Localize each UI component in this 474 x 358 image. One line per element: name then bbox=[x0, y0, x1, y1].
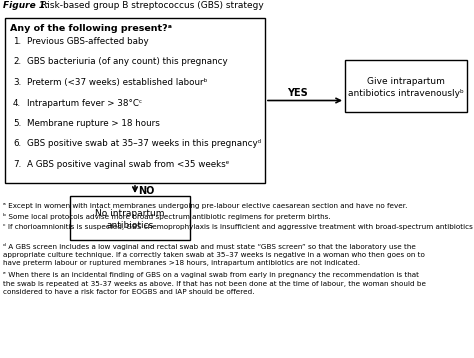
Text: ᵃ Except in women with intact membranes undergoing pre-labour elective caesarean: ᵃ Except in women with intact membranes … bbox=[3, 203, 407, 209]
Text: 1.: 1. bbox=[13, 37, 21, 46]
Text: 6.: 6. bbox=[13, 140, 21, 149]
Text: 7.: 7. bbox=[13, 160, 21, 169]
Text: antibiotics intravenouslyᵇ: antibiotics intravenouslyᵇ bbox=[348, 90, 464, 98]
Text: Figure 1:: Figure 1: bbox=[3, 1, 52, 10]
Text: Risk-based group B streptococcus (GBS) strategy: Risk-based group B streptococcus (GBS) s… bbox=[41, 1, 264, 10]
Text: the swab is repeated at 35-37 weeks as above. If that has not been done at the t: the swab is repeated at 35-37 weeks as a… bbox=[3, 281, 426, 287]
Text: 3.: 3. bbox=[13, 78, 21, 87]
Text: YES: YES bbox=[287, 87, 307, 97]
Text: considered to have a risk factor for EOGBS and IAP should be offered.: considered to have a risk factor for EOG… bbox=[3, 290, 255, 295]
Text: 4.: 4. bbox=[13, 98, 21, 107]
Text: 5.: 5. bbox=[13, 119, 21, 128]
Text: NO: NO bbox=[138, 186, 155, 196]
Text: A GBS positive vaginal swab from <35 weeksᵉ: A GBS positive vaginal swab from <35 wee… bbox=[27, 160, 229, 169]
Text: appropriate culture technique. If a correctly taken swab at 35–37 weeks is negat: appropriate culture technique. If a corr… bbox=[3, 252, 425, 257]
Text: antibiotics: antibiotics bbox=[106, 222, 154, 231]
Bar bbox=[70, 196, 190, 240]
Text: ᵉ When there is an incidental finding of GBS on a vaginal swab from early in pre: ᵉ When there is an incidental finding of… bbox=[3, 272, 419, 279]
Text: have preterm labour or ruptured membranes >18 hours, intrapartum antibiotics are: have preterm labour or ruptured membrane… bbox=[3, 260, 360, 266]
Bar bbox=[345, 60, 467, 112]
Text: Intrapartum fever > 38°Cᶜ: Intrapartum fever > 38°Cᶜ bbox=[27, 98, 142, 107]
Text: Preterm (<37 weeks) established labourᵇ: Preterm (<37 weeks) established labourᵇ bbox=[27, 78, 207, 87]
Text: ᶜ If chorioamnionitis is suspected, GBS chemoprophylaxis is insufficient and agg: ᶜ If chorioamnionitis is suspected, GBS … bbox=[3, 224, 474, 230]
Text: 2.: 2. bbox=[13, 58, 21, 67]
Text: Membrane rupture > 18 hours: Membrane rupture > 18 hours bbox=[27, 119, 160, 128]
Text: Any of the following present?ᵃ: Any of the following present?ᵃ bbox=[10, 24, 172, 33]
Bar bbox=[5, 18, 265, 183]
Text: Previous GBS-affected baby: Previous GBS-affected baby bbox=[27, 37, 149, 46]
Text: GBS bacteriuria (of any count) this pregnancy: GBS bacteriuria (of any count) this preg… bbox=[27, 58, 228, 67]
Text: ᵇ Some local protocols advise more broad spectrum antibiotic regimens for preter: ᵇ Some local protocols advise more broad… bbox=[3, 213, 331, 221]
Text: ᵈ A GBS screen includes a low vaginal and rectal swab and must state “GBS screen: ᵈ A GBS screen includes a low vaginal an… bbox=[3, 243, 416, 250]
Text: No intrapartum: No intrapartum bbox=[95, 209, 165, 218]
Text: GBS positive swab at 35–37 weeks in this pregnancyᵈ: GBS positive swab at 35–37 weeks in this… bbox=[27, 140, 261, 149]
Text: Give intrapartum: Give intrapartum bbox=[367, 77, 445, 87]
